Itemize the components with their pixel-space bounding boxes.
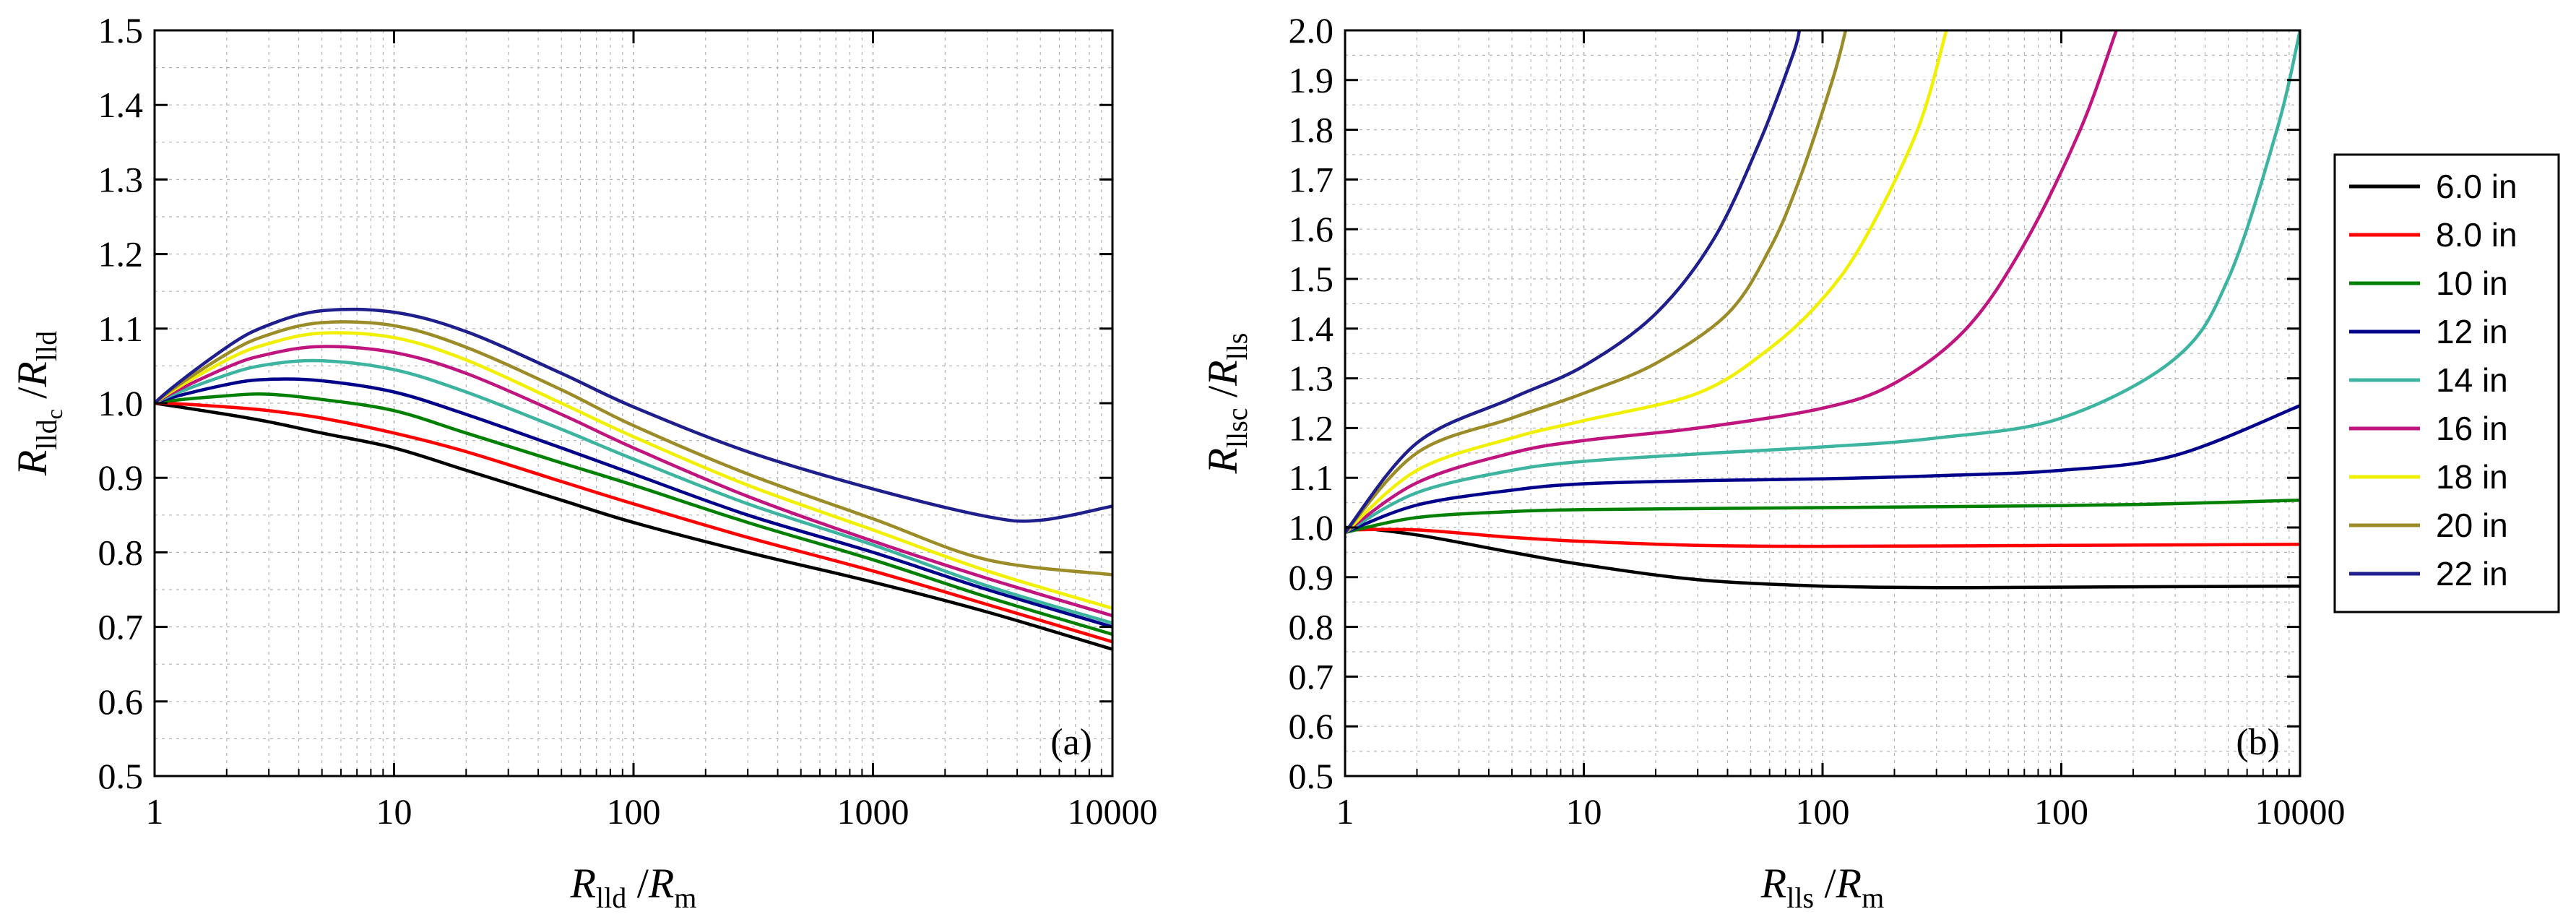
series-line-14-in [155,358,1112,625]
y-tick-label: 1.5 [98,10,144,51]
x-axis: 1 10 100 1000 10000 [146,30,1158,832]
x-axis: 1 10 100 100 10000 [1336,30,2346,832]
legend-label: 14 in [2436,361,2508,399]
y-tick-label: 1.1 [98,309,144,349]
series-line-14-in [1345,30,2300,534]
legend-item: 22 in [2349,555,2508,593]
series-line-10-in [1345,498,2300,535]
series-line-16-in [155,345,1112,618]
series-line-6-0-in [155,401,1112,651]
y-tick-label: 0.7 [1289,656,1334,697]
series-line-22-in [1345,30,1802,534]
legend-label: 10 in [2436,264,2508,302]
series-line-18-in [1345,30,1948,534]
x-tick-label: 1 [146,791,164,832]
legend-label: 6.0 in [2436,168,2517,205]
series-line-12-in [155,377,1112,629]
panel-a-chart: 1 10 100 1000 100000.50.60.70.80.91.01.11.21… [9,10,1158,914]
y-tick-label: 1.0 [1289,507,1334,548]
x-tick-label: 100 [1796,791,1850,832]
y-tick-label: 0.9 [1289,557,1334,598]
legend-label: 16 in [2436,410,2508,447]
y-tick-label: 0.9 [98,457,144,498]
legend-label: 20 in [2436,507,2508,544]
legend-item: 16 in [2349,410,2508,447]
series-line-8-0-in [1345,527,2300,548]
y-tick-label: 1.8 [1289,110,1334,150]
legend-item: 12 in [2349,313,2508,350]
y-tick-label: 0.7 [98,607,144,647]
y-axis-title: Rllsc /Rlls [1199,333,1253,475]
series-line-8-0-in [155,401,1112,644]
y-tick-label: 1.3 [98,159,144,199]
panel-b-chart: 1 10 100 100 10000 0.5 0.6 0.7 0.8 0.9 1.0 1.1 1.2 1.… [1199,10,2346,914]
y-axis-title: Rlldc /Rlld [9,331,67,476]
y-tick-label: 0.5 [1289,756,1334,796]
y-tick-label: 1.3 [1289,358,1334,399]
y-axis: 0.5 0.6 0.7 0.8 0.9 1.0 1.1 1.2 1.3 1.4 1.5 [98,10,1112,796]
y-tick-label: 1.2 [98,234,144,275]
legend-item: 20 in [2349,507,2508,544]
legend-item: 6.0 in [2349,168,2517,205]
legend-label: 18 in [2436,458,2508,496]
grid [155,30,1112,776]
series-line-20-in [1345,30,1848,534]
x-tick-label: 10 [376,791,412,832]
legend-item: 18 in [2349,458,2508,496]
y-tick-label: 1.4 [98,85,144,125]
panel-label: (a) [1050,722,1092,763]
x-tick-label: 100 [607,791,661,832]
series-line-12-in [1345,404,2300,535]
y-tick-label: 0.8 [98,532,144,572]
grid [1345,30,2300,776]
y-tick-label: 0.5 [98,756,144,796]
panel-label: (b) [2236,722,2280,763]
x-tick-label: 1000 [837,791,909,832]
y-tick-label: 2.0 [1289,10,1334,51]
y-tick-label: 1.5 [1289,259,1334,299]
y-tick-label: 0.8 [1289,607,1334,647]
series-lines [155,307,1112,651]
y-tick-label: 1.1 [1289,457,1334,498]
x-tick-label: 10000 [1068,791,1158,832]
legend-label: 8.0 in [2436,216,2517,254]
y-tick-label: 1.6 [1289,209,1334,249]
x-tick-label: 100 [2034,791,2088,832]
y-tick-label: 1.0 [98,383,144,423]
series-line-20-in [155,320,1112,577]
legend: 6.0 in 8.0 in 10 in 12 in 14 in 16 in 18 in 20 … [2333,153,2560,613]
series-line-16-in [1345,30,2118,534]
y-axis: 0.5 0.6 0.7 0.8 0.9 1.0 1.1 1.2 1.3 1.4 1.5 1.6 1.7 1… [1289,10,2300,796]
legend-item: 14 in [2349,361,2508,399]
y-tick-label: 0.6 [1289,706,1334,746]
x-tick-label: 10000 [2255,791,2346,832]
series-line-6-0-in [1345,525,2300,590]
x-tick-label: 10 [1566,791,1602,832]
legend-item: 8.0 in [2349,216,2517,254]
legend-label: 22 in [2436,555,2508,593]
legend-item: 10 in [2349,264,2508,302]
y-tick-label: 1.7 [1289,159,1334,199]
y-tick-label: 1.9 [1289,60,1334,100]
series-line-22-in [155,307,1112,523]
series-line-10-in [155,392,1112,637]
y-tick-label: 0.6 [98,681,144,722]
y-tick-label: 1.2 [1289,408,1334,448]
series-lines [1345,30,2300,590]
legend-label: 12 in [2436,313,2508,350]
legend-box [2333,153,2560,613]
x-axis-title: Rlls /Rm [1760,860,1884,914]
series-line-18-in [155,331,1112,610]
y-tick-label: 1.4 [1289,309,1334,349]
x-axis-title: Rlld /Rm [570,860,697,914]
x-tick-label: 1 [1336,791,1354,832]
